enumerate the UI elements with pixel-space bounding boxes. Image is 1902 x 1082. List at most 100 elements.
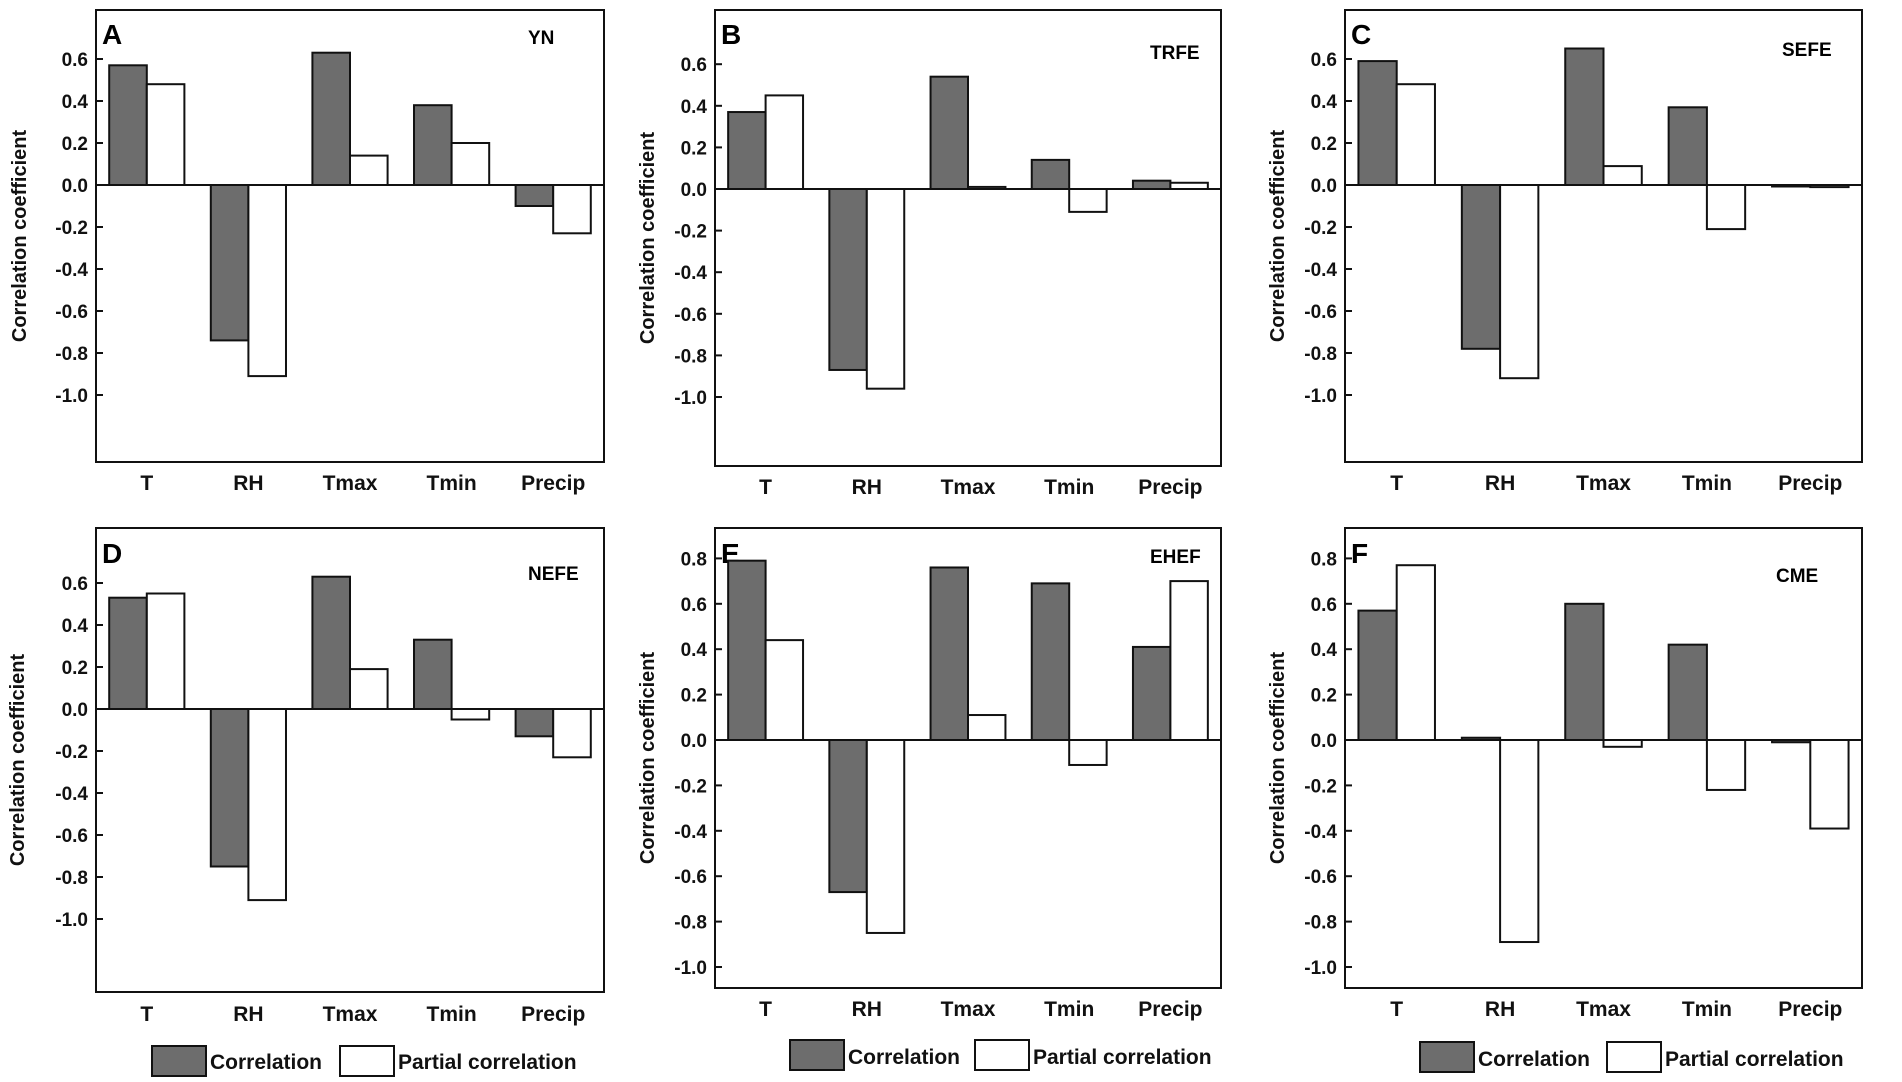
bar-partial-tmax bbox=[967, 714, 1007, 742]
panel-a: A YN Correlation coefficient 0.6 0.4 0.2 0.… bbox=[9, 9, 605, 495]
x-category-label: RH bbox=[1485, 472, 1515, 495]
y-tick-label: -1.0 bbox=[674, 958, 707, 979]
panel-letter: F bbox=[1351, 538, 1368, 569]
legend-swatch-correlation bbox=[1419, 1041, 1475, 1073]
x-category-label: Precip bbox=[521, 472, 585, 495]
panel-name: SEFE bbox=[1782, 40, 1832, 61]
panel-d: D NEFE Correlation coefficient 0.6 0.4 0.2… bbox=[7, 527, 605, 1026]
bar-correlation-tmax bbox=[1564, 47, 1605, 186]
panel-name: CME bbox=[1776, 566, 1818, 587]
bar-correlation-t bbox=[727, 111, 767, 190]
legend-label-correlation: Correlation bbox=[848, 1046, 960, 1069]
x-category-label: Tmax bbox=[941, 998, 996, 1021]
bar-correlation-t bbox=[108, 64, 148, 186]
y-tick-label: -0.2 bbox=[674, 776, 707, 797]
bar-partial-rh bbox=[1499, 739, 1540, 944]
bar-correlation-rh bbox=[209, 708, 250, 868]
y-tick-label: 0.2 bbox=[62, 134, 88, 155]
panel-e: E EHEF Correlation coefficient 0.80.60.4… bbox=[637, 527, 1222, 1021]
bar-correlation-t bbox=[108, 596, 148, 711]
panel-letter: B bbox=[721, 19, 741, 50]
x-category-label: RH bbox=[1485, 998, 1515, 1021]
y-tick-label: 0.4 bbox=[1311, 640, 1338, 661]
x-category-label: RH bbox=[852, 476, 882, 499]
y-tick-label: -0.4 bbox=[55, 784, 88, 805]
legend-2: Correlation Partial correlation bbox=[789, 1039, 1212, 1071]
bar-correlation-t bbox=[727, 559, 767, 741]
plot-frame bbox=[1344, 9, 1863, 463]
y-tick-label: 0.0 bbox=[1311, 176, 1337, 197]
bar-partial-tmax bbox=[1602, 165, 1643, 187]
bar-partial-t bbox=[145, 592, 186, 710]
bar-correlation-rh bbox=[1460, 184, 1502, 350]
bar-partial-precip bbox=[1169, 580, 1209, 741]
legend-3: Correlation Partial correlation bbox=[1419, 1041, 1844, 1073]
y-tick-label: 0.0 bbox=[62, 700, 88, 721]
y-tick-label: 0.2 bbox=[681, 686, 707, 707]
y-tick-label: -0.2 bbox=[1304, 218, 1337, 239]
bar-correlation-rh bbox=[828, 188, 868, 371]
y-tick-label: -0.4 bbox=[1304, 822, 1337, 843]
panel-letter: D bbox=[102, 538, 122, 569]
y-tick-label: 0.8 bbox=[681, 549, 707, 570]
y-tick-label: 0.8 bbox=[1311, 549, 1337, 570]
y-tick-label: -0.8 bbox=[674, 913, 707, 934]
bar-correlation-t bbox=[1357, 60, 1398, 186]
bar-correlation-tmin bbox=[1667, 643, 1708, 741]
bar-partial-t bbox=[1395, 83, 1436, 186]
y-tick-label: 0.6 bbox=[1311, 595, 1337, 616]
bar-correlation-tmax bbox=[311, 51, 351, 187]
x-category-label: T bbox=[1390, 472, 1403, 495]
y-tick-label: 0.0 bbox=[1311, 731, 1337, 752]
bar-partial-tmin bbox=[450, 708, 491, 721]
y-tick-label: -1.0 bbox=[1304, 386, 1337, 407]
bar-partial-rh bbox=[865, 188, 906, 390]
bar-correlation-tmax bbox=[929, 75, 970, 190]
x-category-label: T bbox=[1390, 998, 1403, 1021]
legend-1: Correlation Partial correlation bbox=[151, 1045, 577, 1077]
panel-c: C SEFE Correlation coefficient 0.6 0.4 0.2… bbox=[1267, 9, 1863, 495]
y-tick-label: -0.4 bbox=[674, 822, 707, 843]
bar-partial-t bbox=[145, 83, 186, 186]
bar-partial-tmax bbox=[349, 154, 389, 187]
y-tick-label: 0.2 bbox=[62, 658, 88, 679]
x-category-label: Tmin bbox=[1044, 476, 1094, 499]
y-tick-label: -0.2 bbox=[55, 218, 88, 239]
y-tick-label: 0.4 bbox=[681, 97, 708, 118]
bar-correlation-tmin bbox=[1667, 106, 1708, 186]
y-tick-label: -0.6 bbox=[674, 867, 707, 888]
bar-correlation-tmin bbox=[413, 104, 453, 186]
y-tick-label: -0.6 bbox=[1304, 867, 1337, 888]
panel-name: TRFE bbox=[1150, 43, 1200, 64]
plot-frame bbox=[714, 527, 1222, 989]
bar-partial-precip bbox=[1809, 739, 1850, 830]
y-tick-label: 0.6 bbox=[62, 574, 88, 595]
legend-label-partial: Partial correlation bbox=[398, 1051, 577, 1074]
x-category-label: RH bbox=[233, 1003, 263, 1026]
bar-correlation-tmax bbox=[929, 566, 970, 741]
y-axis-title: Correlation coefficient bbox=[637, 132, 659, 345]
y-tick-label: -0.2 bbox=[1304, 776, 1337, 797]
y-axis-title: Correlation coefficient bbox=[7, 654, 29, 867]
y-tick-label: -0.2 bbox=[55, 742, 88, 763]
y-tick-label: -0.6 bbox=[674, 305, 707, 326]
bar-partial-precip bbox=[552, 708, 592, 759]
x-category-label: Precip bbox=[1778, 998, 1842, 1021]
bar-correlation-rh bbox=[828, 739, 868, 894]
y-tick-label: -0.8 bbox=[1304, 913, 1337, 934]
y-tick-label: 0.6 bbox=[62, 50, 88, 71]
y-tick-label: 0.0 bbox=[681, 731, 707, 752]
bar-correlation-precip bbox=[1131, 645, 1172, 741]
plot-frame bbox=[95, 9, 605, 463]
bar-partial-precip bbox=[1169, 181, 1209, 190]
x-category-label: Tmin bbox=[427, 472, 477, 495]
bar-partial-tmin bbox=[450, 142, 491, 186]
bar-partial-precip bbox=[1809, 184, 1850, 189]
panel-letter: C bbox=[1351, 19, 1371, 50]
bar-partial-t bbox=[764, 639, 805, 741]
y-tick-label: -0.2 bbox=[674, 222, 707, 243]
bar-partial-tmin bbox=[1705, 739, 1747, 791]
y-tick-label: 0.4 bbox=[681, 640, 708, 661]
y-tick-label: 0.6 bbox=[1311, 50, 1337, 71]
